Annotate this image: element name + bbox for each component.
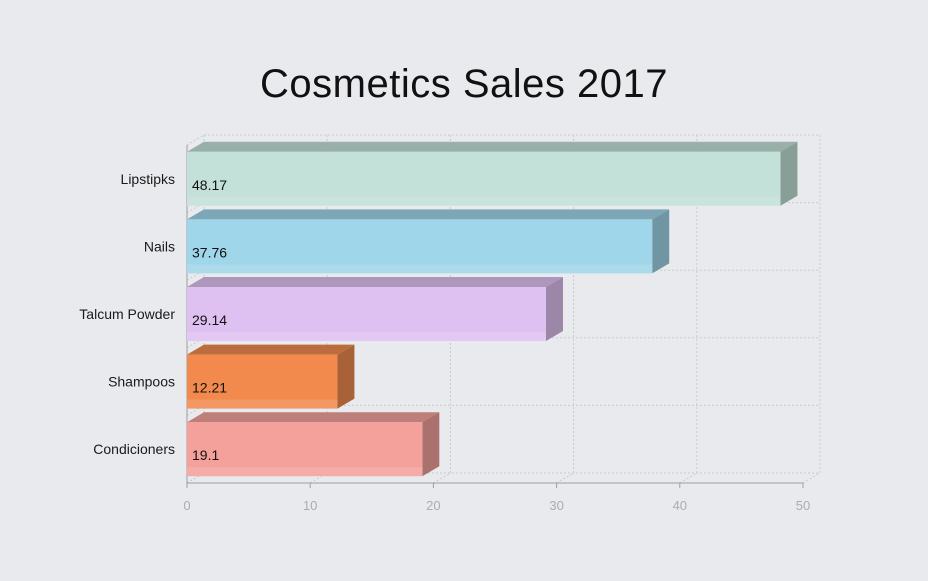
labels: Lipstipks 48.17 Nails 37.76 Talcum Powder 29.… [79, 171, 227, 463]
value-label: 29.14 [192, 312, 227, 328]
bar-top-face [187, 277, 564, 287]
bar-top-face [187, 344, 355, 355]
category-label: Nails [144, 238, 175, 254]
category-label: Condicioners [93, 441, 175, 457]
bar-top-face [187, 412, 440, 423]
category-label: Lipstipks [121, 171, 175, 187]
x-tick-label: 40 [673, 498, 687, 513]
x-tick-label: 0 [183, 498, 190, 513]
bar-side-face [422, 412, 440, 477]
bar-top-face [187, 209, 670, 220]
x-tick-label: 10 [303, 498, 317, 513]
bar-top-face [187, 141, 798, 152]
bar-front-face [187, 422, 423, 477]
bar-front-face [187, 287, 547, 341]
bar-front-face [187, 354, 338, 409]
chart-title: Cosmetics Sales 2017 [260, 62, 668, 106]
bar [187, 344, 355, 409]
value-label: 48.17 [192, 177, 227, 193]
x-tick-label: 50 [796, 498, 810, 513]
value-label: 37.76 [192, 244, 227, 260]
x-tick-label: 20 [426, 498, 440, 513]
bar [187, 412, 440, 477]
category-label: Shampoos [108, 374, 175, 390]
grid-side-connector [186, 134, 205, 146]
bar-side-face [780, 141, 798, 206]
bar-front-face [187, 219, 653, 274]
grid-floor-connector [433, 472, 451, 484]
value-label: 12.21 [192, 380, 227, 396]
bars [187, 141, 798, 477]
category-label: Talcum Powder [79, 306, 175, 322]
x-tick-label: 30 [549, 498, 563, 513]
bar [187, 141, 798, 206]
value-label: 19.1 [192, 447, 219, 463]
bar [187, 277, 564, 341]
bar-side-face [546, 277, 564, 341]
bar-front-face [187, 151, 781, 206]
bar-side-face [652, 209, 670, 274]
grid-floor-connector [679, 472, 698, 484]
bar-side-face [337, 344, 355, 409]
bar [187, 209, 670, 274]
grid-floor-connector [802, 472, 821, 484]
grid-floor-connector [556, 472, 574, 484]
